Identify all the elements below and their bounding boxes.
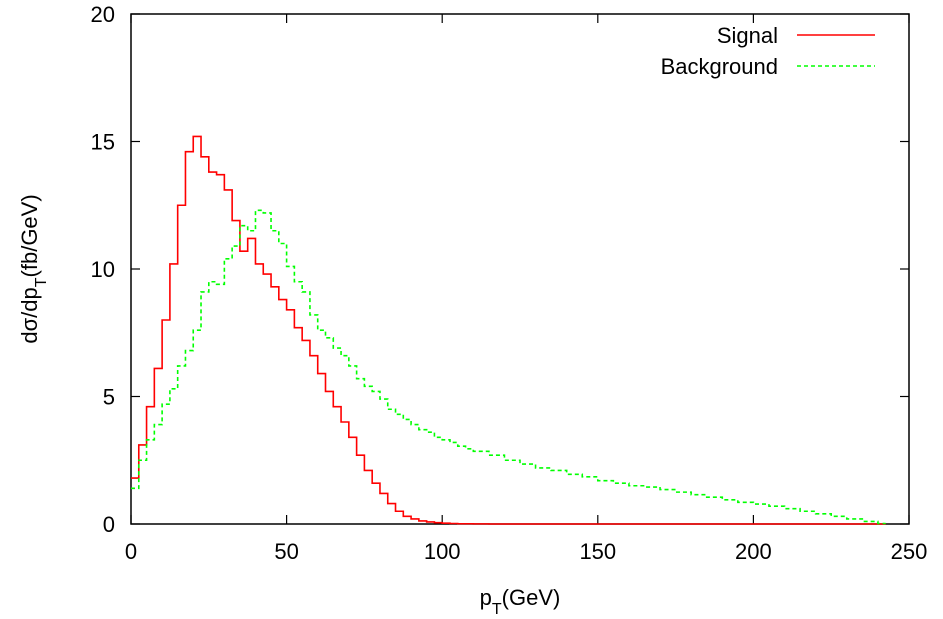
y-tick-label: 5 — [103, 385, 115, 410]
axis-ticks — [130, 13, 910, 525]
axis-tick-labels: 0 50 100 150 200 250 0 5 10 15 20 — [91, 2, 928, 564]
x-tick-label: 50 — [274, 539, 298, 564]
x-tick-label: 150 — [579, 539, 616, 564]
y-tick-label: 10 — [91, 257, 115, 282]
plot-frame — [130, 13, 910, 525]
series-background-line — [131, 209, 886, 525]
x-tick-label: 250 — [891, 539, 928, 564]
y-tick-label: 20 — [91, 2, 115, 27]
legend-label-signal: Signal — [717, 23, 778, 48]
legend: Signal Background — [661, 23, 875, 79]
series-signal-line — [131, 135, 886, 525]
x-tick-label: 100 — [424, 539, 461, 564]
x-tick-label: 200 — [735, 539, 772, 564]
y-axis-label: dσ/dpT(fb/GeV) — [17, 194, 50, 343]
y-tick-label: 15 — [91, 130, 115, 155]
series-layer — [131, 135, 886, 525]
y-tick-label: 0 — [103, 512, 115, 537]
x-axis-label: pT(GeV) — [480, 585, 561, 618]
legend-label-background: Background — [661, 54, 778, 79]
x-tick-label: 0 — [125, 539, 137, 564]
